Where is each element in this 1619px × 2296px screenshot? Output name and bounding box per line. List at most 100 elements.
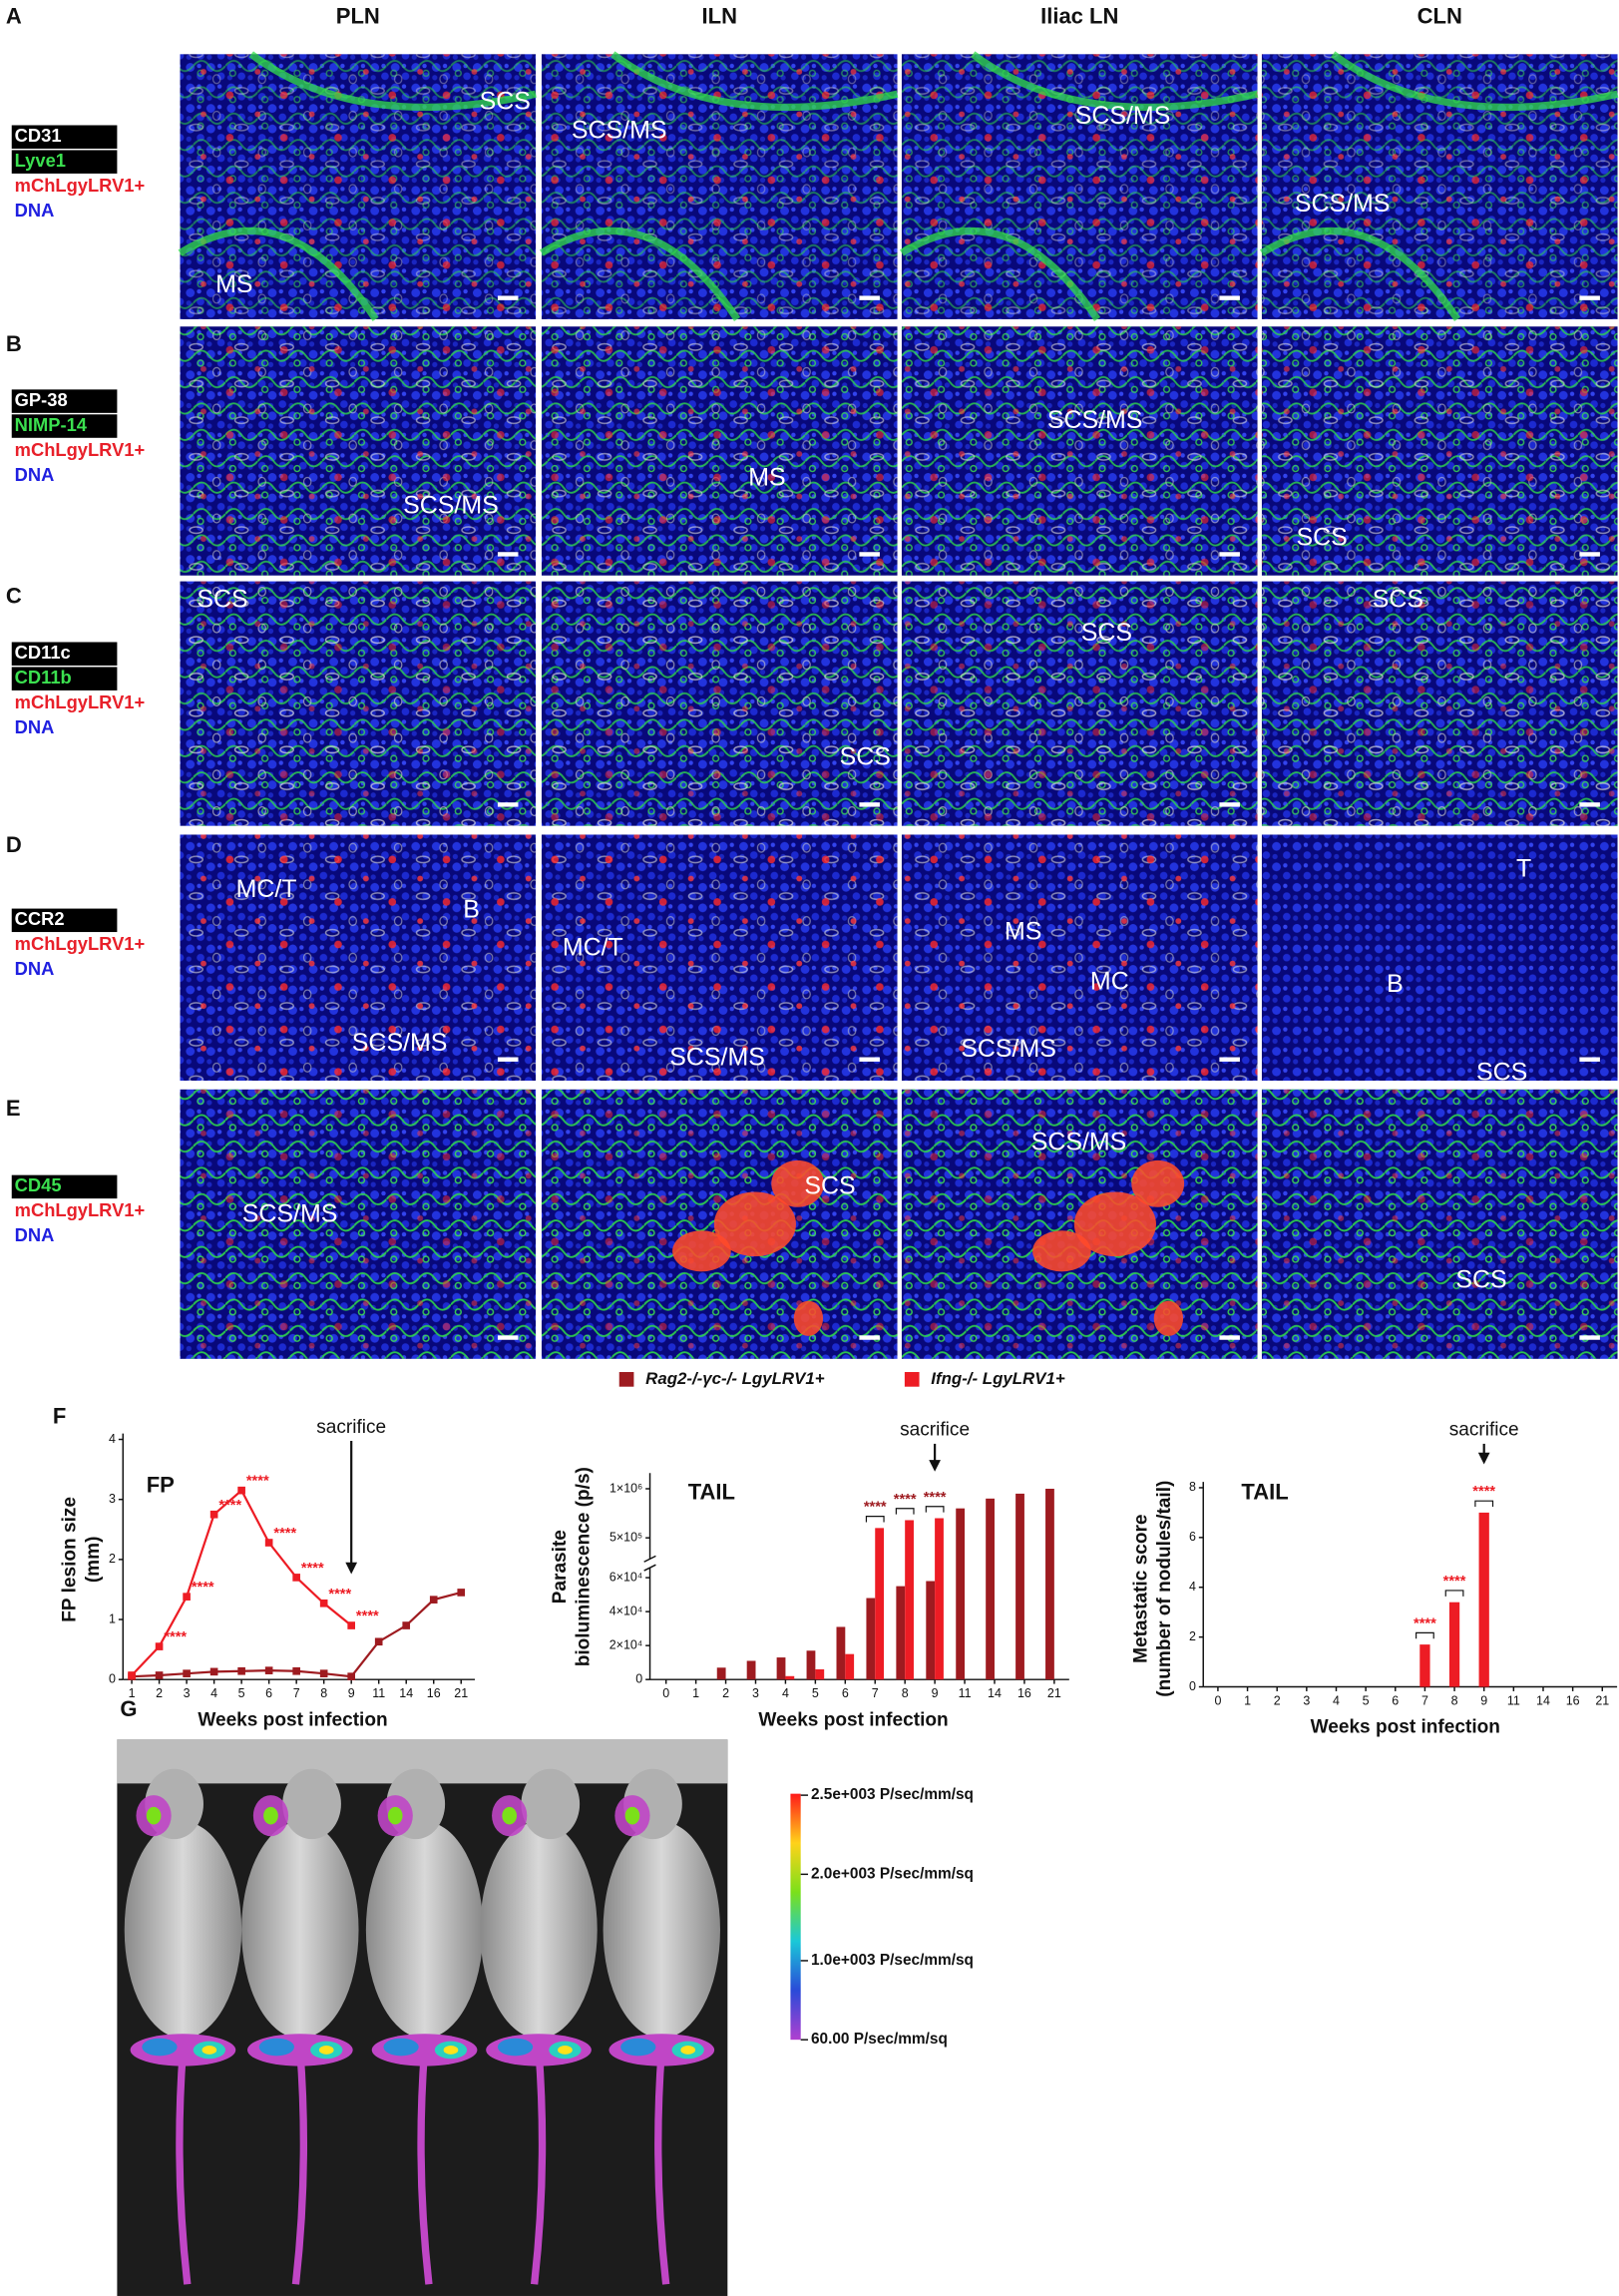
data-point	[155, 1642, 164, 1650]
signal	[146, 1806, 162, 1825]
data-point	[183, 1593, 191, 1601]
axis-break	[643, 1559, 1069, 1569]
x-tick-label: 7	[872, 1686, 879, 1700]
data-point	[183, 1669, 191, 1677]
stain	[180, 1089, 537, 1359]
signal	[263, 1806, 278, 1825]
signal	[443, 2046, 459, 2055]
marker-box	[11, 389, 118, 413]
bracket	[895, 1508, 915, 1515]
bar	[1419, 1644, 1430, 1687]
x-tick-label: 21	[1595, 1693, 1609, 1707]
arrow-head	[929, 1460, 941, 1472]
scale-bar	[497, 295, 519, 300]
mouse-tail	[417, 2050, 433, 2285]
chart-title: TAIL	[1241, 1480, 1288, 1505]
mouse-body	[480, 1821, 598, 2039]
marker-label: mChLgyLRV1+	[15, 933, 146, 954]
column-header: Iliac LN	[1040, 3, 1118, 28]
x-tick-label: 0	[1214, 1693, 1221, 1707]
region-label: SCS/MS	[961, 1035, 1056, 1063]
x-tick-label: 8	[1451, 1693, 1458, 1707]
stain	[901, 326, 1258, 576]
annotation: sacrifice	[1449, 1420, 1519, 1441]
data-point	[292, 1666, 300, 1675]
panel-letter: E	[6, 1096, 21, 1121]
x-tick-label: 9	[348, 1686, 355, 1700]
region-label: SCS/MS	[1047, 406, 1143, 434]
bar	[986, 1498, 995, 1680]
stain	[180, 834, 537, 1081]
panel-letter: A	[6, 3, 22, 28]
stain	[901, 54, 1258, 319]
data-point	[347, 1621, 356, 1629]
marker-box	[11, 642, 118, 666]
y-tick-label: 4	[109, 1432, 116, 1446]
vessel-stain	[1260, 51, 1619, 321]
bar	[935, 1518, 944, 1680]
y-axis-label: FP lesion size	[59, 1497, 80, 1622]
mouse-body	[124, 1821, 242, 2039]
panel-letter: G	[120, 1696, 137, 1721]
y-tick-label: 4×10⁴	[609, 1604, 642, 1617]
bar	[1045, 1488, 1054, 1680]
vessel-stain	[540, 51, 899, 321]
mouse-tail	[654, 2050, 670, 2285]
y-tick-label: 0	[109, 1671, 116, 1685]
marker-label: DNA	[15, 464, 55, 485]
x-tick-label: 3	[184, 1686, 191, 1700]
x-tick-label: 1	[1244, 1693, 1251, 1707]
x-tick-label: 21	[454, 1686, 468, 1700]
marker-box	[11, 908, 118, 933]
marker-box	[11, 667, 118, 690]
bar	[1015, 1493, 1024, 1680]
data-point	[237, 1486, 245, 1495]
region-label: MC	[1090, 967, 1129, 995]
marker-box	[11, 414, 118, 438]
x-tick-label: 6	[842, 1686, 849, 1700]
x-tick-label: 1	[129, 1686, 136, 1700]
signal	[558, 2046, 573, 2055]
scale-bar	[859, 295, 880, 300]
marker-label: NIMP-14	[15, 414, 88, 435]
bracket	[925, 1506, 945, 1513]
x-tick-label: 8	[902, 1686, 909, 1700]
legend-label: Rag2-/-γc-/- LgyLRV1+	[645, 1369, 825, 1388]
x-tick-label: 14	[1536, 1693, 1550, 1707]
region-label: MC/T	[563, 934, 623, 962]
significance: ****	[328, 1587, 351, 1603]
bracket	[1416, 1631, 1434, 1639]
bracket	[1444, 1590, 1464, 1597]
significance: ****	[192, 1580, 214, 1596]
marker-label: mChLgyLRV1+	[15, 439, 146, 460]
x-tick-label: 5	[238, 1686, 245, 1700]
mouse-tail	[530, 2050, 547, 2285]
x-tick-label: 16	[1017, 1686, 1031, 1700]
x-tick-label: 14	[399, 1686, 413, 1700]
x-tick-label: 9	[1480, 1693, 1487, 1707]
y-tick-label: 2	[1189, 1629, 1196, 1643]
scale-bar	[1579, 1335, 1600, 1340]
scale-bar	[497, 1057, 519, 1062]
y-axis-label: bioluminescence (p/s)	[574, 1467, 595, 1666]
y-tick-label: 5×10⁵	[609, 1530, 642, 1544]
scale-bar	[1219, 1057, 1240, 1062]
parasite-cluster	[713, 1191, 796, 1257]
region-label: SCS/MS	[403, 491, 499, 519]
x-tick-label: 1	[692, 1686, 699, 1700]
scale-bar	[1579, 295, 1600, 300]
data-point	[128, 1671, 136, 1679]
data-point	[264, 1666, 273, 1674]
bracket	[865, 1516, 885, 1523]
scale-bar	[1579, 552, 1600, 557]
marker-label: CD31	[15, 125, 62, 146]
series-line	[131, 1488, 352, 1676]
x-tick-label: 14	[988, 1686, 1002, 1700]
x-tick-label: 2	[1274, 1693, 1281, 1707]
marker-label: DNA	[15, 958, 55, 979]
bar	[956, 1508, 966, 1680]
x-tick-label: 4	[210, 1686, 217, 1700]
vessel-stain	[900, 51, 1259, 321]
column-header: CLN	[1417, 3, 1462, 28]
data-point	[319, 1599, 328, 1607]
